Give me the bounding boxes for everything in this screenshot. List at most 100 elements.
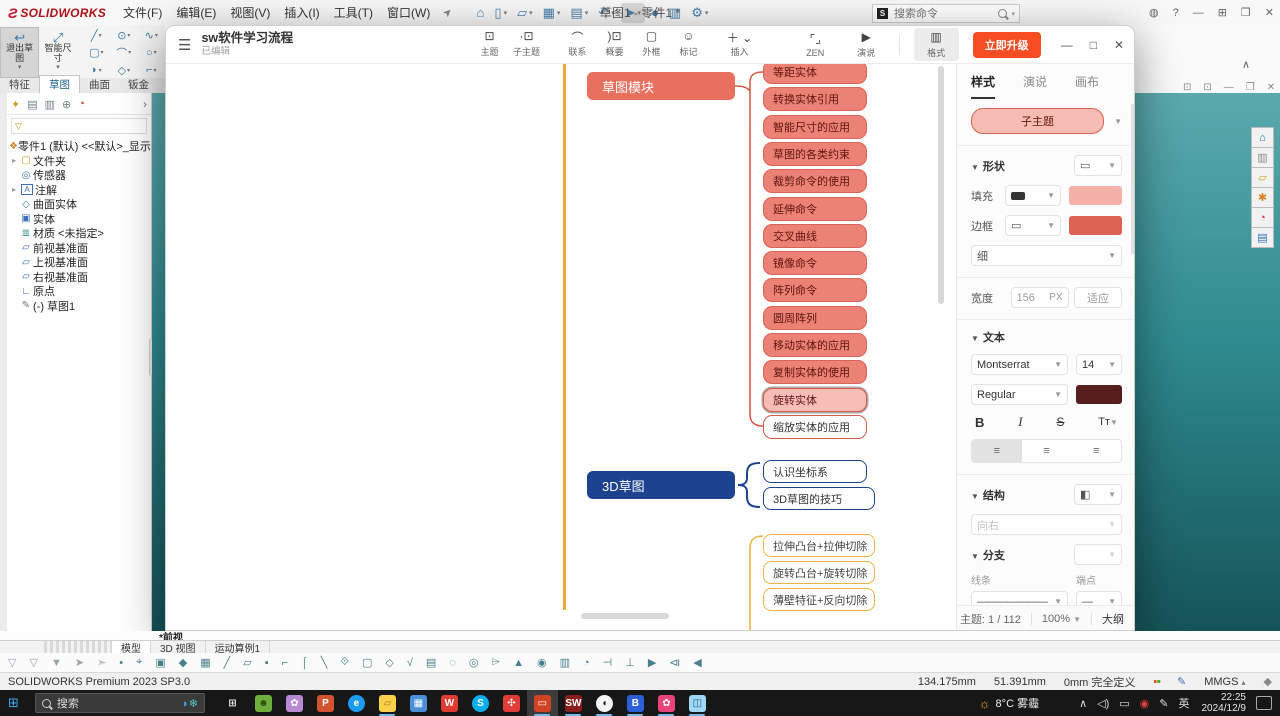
subtopic-node[interactable]: 智能尺寸的应用 xyxy=(763,114,867,139)
tree-item[interactable]: ◎ 传感器 xyxy=(9,168,151,183)
tree-item[interactable]: ▱ 上视基准面 xyxy=(9,255,151,270)
direction-dropdown[interactable]: 向右 ▼ xyxy=(971,514,1122,535)
fill-color-swatch[interactable] xyxy=(1069,186,1122,205)
ribbon-tab-钣金[interactable]: 钣金 xyxy=(128,79,149,91)
sketch-tool-icon-6[interactable]: ◗ ▾ xyxy=(91,64,102,76)
expand-arrow-icon[interactable]: ▸ xyxy=(11,156,16,166)
topic-node-3d-sketch[interactable]: 3D草图 xyxy=(587,471,735,499)
view-tool-icon-28[interactable]: ⊣ xyxy=(602,657,613,669)
menu-窗口(W)[interactable]: 窗口(W) xyxy=(387,6,431,20)
view-tool-icon-14[interactable]: ⌠ xyxy=(301,656,308,669)
ribbon-tab-草图[interactable]: 草图 xyxy=(39,75,80,93)
subtopic-node[interactable]: 3D草图的技巧 xyxy=(763,487,875,510)
sketch-edit-icon[interactable]: ✎ xyxy=(1177,676,1187,688)
zoom-level[interactable]: 100% ▼ xyxy=(1041,613,1081,625)
task-view-button[interactable]: ⊞ xyxy=(217,690,248,716)
start-button[interactable]: ⊞ xyxy=(8,695,19,710)
format-panel-button[interactable]: ▥ 格式 xyxy=(913,28,959,61)
subtopic-node[interactable]: 薄壁特征+反向切除 xyxy=(763,588,875,611)
subtopic-node[interactable]: 圆周阵列 xyxy=(763,305,867,330)
tree-item[interactable]: ≣ 材质 <未指定> xyxy=(9,226,151,241)
blue-doc-app[interactable]: B xyxy=(620,690,651,716)
menu-工具(T)[interactable]: 工具(T) xyxy=(333,6,373,20)
mindmap-app[interactable]: ▭ xyxy=(526,690,558,716)
office-app[interactable]: P xyxy=(310,690,341,716)
ribbon-tab-曲面[interactable]: 曲面 xyxy=(89,79,110,91)
appearances-icon[interactable]: ◔ xyxy=(1251,207,1274,228)
font-size-dropdown[interactable]: 14 ▼ xyxy=(1076,354,1122,375)
modeling-app[interactable]: ◫ xyxy=(682,690,713,716)
view-tool-icon-4[interactable]: ➣ xyxy=(97,657,107,669)
summary-button[interactable]: )⊡ 概要 xyxy=(605,29,624,57)
view-tool-icon-13[interactable]: ⌐ xyxy=(281,656,289,669)
view-tool-icon-32[interactable]: ◀ xyxy=(693,657,702,669)
view-tool-icon-29[interactable]: ⊥ xyxy=(625,657,635,669)
structure-dropdown[interactable]: ◧ ▼ xyxy=(1074,484,1122,505)
view-tool-icon-0[interactable]: ▽ xyxy=(8,657,17,669)
traffic-light-icon[interactable]: ● xyxy=(647,3,663,22)
view-tool-icon-8[interactable]: ◆ xyxy=(178,657,188,669)
mm-close-icon[interactable]: ✕ xyxy=(1113,37,1124,52)
font-family-dropdown[interactable]: Montserrat ▼ xyxy=(971,354,1068,375)
taskbar-clock[interactable]: 22:25 2024/12/9 xyxy=(1202,692,1247,714)
relationship-button[interactable]: ⌒ 联系 xyxy=(568,31,587,57)
fit-button[interactable]: 适应 xyxy=(1074,287,1122,308)
ribbon-tab-特征[interactable]: 特征 xyxy=(9,79,30,91)
chevron-down-icon[interactable]: ▾ xyxy=(1011,10,1015,18)
subtopic-node[interactable]: 旋转凸台+旋转切除 xyxy=(763,561,875,584)
expand-arrow-icon[interactable]: ▸ xyxy=(11,185,16,195)
subtopic-node-selected[interactable]: 旋转实体 xyxy=(763,387,867,412)
shape-dropdown[interactable]: ▭ ▼ xyxy=(1074,155,1122,176)
minimize-icon[interactable]: — xyxy=(1192,6,1204,19)
units-selector[interactable]: MMGS ▴ xyxy=(1204,675,1246,688)
colored-app[interactable]: ✿ xyxy=(651,690,682,716)
subtopic-node[interactable]: 缩放实体的应用 xyxy=(763,414,867,439)
tree-filter[interactable]: ▽ xyxy=(11,118,147,134)
appearance-tab-icon[interactable]: ◔ xyxy=(78,98,85,110)
mm-maximize-icon[interactable]: □ xyxy=(1089,37,1097,52)
tree-item[interactable]: ∟ 原点 xyxy=(9,284,151,299)
view-tool-icon-20[interactable]: ▤ xyxy=(425,657,437,669)
text-color-swatch[interactable] xyxy=(1076,385,1122,404)
subtopic-button[interactable]: ·⊡ 子主题 xyxy=(512,29,540,57)
menu-视图(V)[interactable]: 视图(V) xyxy=(230,6,271,20)
collapse-toolbar-chevron[interactable]: ∧ xyxy=(1242,59,1251,71)
record-icon[interactable]: ◉ xyxy=(1139,697,1150,710)
doc-minimize-icon[interactable]: — xyxy=(1223,82,1234,93)
hamburger-menu-icon[interactable]: ☰ xyxy=(178,36,192,54)
tree-item[interactable]: ▸ ▢ 文件夹 xyxy=(9,154,151,169)
outline-button[interactable]: 大纲 xyxy=(1102,614,1124,626)
view-tool-icon-15[interactable]: ╲ xyxy=(320,657,328,669)
chevron-down-icon[interactable]: ▼ xyxy=(1114,116,1122,126)
view-tool-icon-12[interactable]: ▪ xyxy=(264,656,269,669)
subtopic-node[interactable]: 移动实体的应用 xyxy=(763,333,867,357)
view-tool-icon-17[interactable]: ▢ xyxy=(362,657,373,669)
select-cursor-icon[interactable]: ➤ ▾ xyxy=(620,2,646,23)
open-icon[interactable]: ▱ ▾ xyxy=(513,3,537,23)
subtopic-node[interactable]: 阵列命令 xyxy=(763,278,867,303)
sketch-tool-icon-5[interactable]: ○ ▾ xyxy=(145,46,157,59)
tree-item[interactable]: ▱ 右视基准面 xyxy=(9,270,151,285)
taskbar-search[interactable]: 搜索 ◗❄ xyxy=(34,693,205,713)
featuremanager-tab-icon[interactable]: ✦ xyxy=(11,98,21,111)
view-tool-icon-23[interactable]: ⌲ xyxy=(491,656,501,668)
user-icon[interactable]: ◍ xyxy=(1148,7,1159,19)
menu-编辑(E)[interactable]: 编辑(E) xyxy=(176,6,217,20)
design-library-icon[interactable]: ▱ xyxy=(1251,167,1274,188)
new-doc-icon[interactable]: ▯ ▾ xyxy=(490,3,511,23)
subtopic-node[interactable]: 镜像命令 xyxy=(763,251,867,276)
qq-app[interactable]: ◖ xyxy=(589,690,620,716)
sketch-tool-icon-1[interactable]: ⊙ ▾ xyxy=(117,29,131,42)
edge-browser[interactable]: e xyxy=(341,690,372,716)
solidworks-2023[interactable]: SW xyxy=(558,690,589,716)
view-tool-icon-19[interactable]: √ xyxy=(406,656,413,669)
collapse-icon[interactable]: ⊞ xyxy=(1217,7,1227,19)
tab-scroll-hatch[interactable] xyxy=(44,641,112,653)
wps-office[interactable]: W xyxy=(434,690,465,716)
tray-chevron-icon[interactable]: ∧ xyxy=(1079,697,1088,710)
view-tool-icon-24[interactable]: ▲ xyxy=(513,656,524,669)
tree-item[interactable]: ▸ A 注解 xyxy=(9,183,151,198)
restore-icon[interactable]: ❐ xyxy=(1240,7,1251,19)
tree-item[interactable]: ▱ 前视基准面 xyxy=(9,241,151,256)
panel-tab-演说[interactable]: 演说 xyxy=(1023,75,1048,89)
